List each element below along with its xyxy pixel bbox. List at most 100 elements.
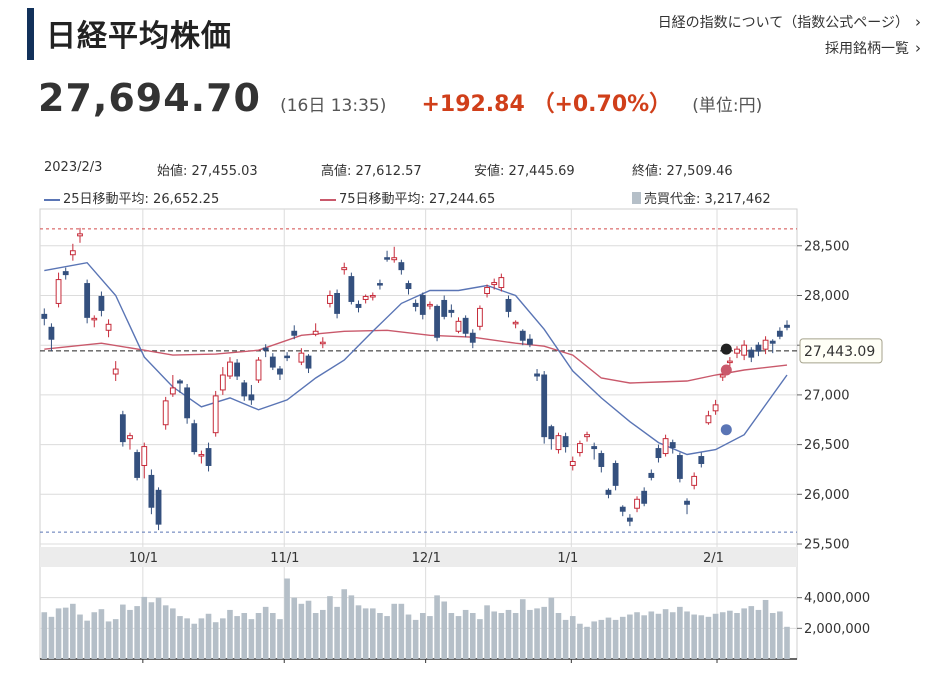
reference-lines <box>40 228 797 533</box>
volume-bar <box>134 606 140 659</box>
volume-bar <box>784 626 790 659</box>
ma75-legend-swatch <box>320 198 336 201</box>
volume-bar <box>419 613 426 659</box>
volume-bar <box>605 617 612 659</box>
legend-volume-label: 売買代金: 3,217,462 <box>644 192 771 207</box>
candle-body <box>769 340 776 344</box>
volume-bar <box>98 609 105 659</box>
candle-body <box>377 283 383 286</box>
volume-bar <box>191 623 198 659</box>
volume-bar <box>477 619 483 659</box>
candle-body <box>84 283 91 318</box>
candle-body <box>269 356 276 368</box>
volume-bar <box>155 597 162 659</box>
candle-body <box>412 302 419 307</box>
candle-body <box>726 360 733 364</box>
volume-bar <box>555 613 562 659</box>
ma75-marker <box>720 364 732 376</box>
volume-bar <box>198 618 205 659</box>
volume-bar <box>598 619 605 659</box>
volume-bar <box>327 596 333 659</box>
candle-body <box>77 233 83 237</box>
chart-markers: 27,443.09 <box>720 338 883 436</box>
candle-body <box>634 498 640 509</box>
candle-body <box>705 415 712 424</box>
candle-body <box>262 347 269 351</box>
volume-bar <box>84 620 90 659</box>
volume-bar <box>698 615 705 659</box>
ma25-line <box>44 261 788 456</box>
volume-bar <box>141 596 148 659</box>
candle-body <box>348 276 355 302</box>
volume-bar <box>405 614 412 659</box>
candle-body <box>598 453 605 467</box>
candle-body <box>112 368 119 375</box>
candle-body <box>548 426 555 440</box>
volume-bar <box>341 589 348 659</box>
current-price-box <box>799 338 883 364</box>
candle-body <box>605 489 612 495</box>
candle-body <box>691 475 698 486</box>
volume-bar <box>455 616 462 659</box>
legend-ma25-label: 25日移動平均: 26,652.25 <box>63 192 220 207</box>
volume-bar <box>577 623 583 659</box>
candle-body <box>612 462 619 486</box>
index-info-link[interactable]: 日経の指数について（指数公式ページ） › <box>658 10 921 36</box>
constituents-link[interactable]: 採用銘柄一覧 › <box>658 36 921 62</box>
candle-body <box>119 414 126 443</box>
volume-bar <box>177 616 183 659</box>
page-title: 日経平均株価 <box>46 19 232 54</box>
date-tick-label: 12/1 <box>412 551 441 566</box>
price-unit: (単位:円) <box>692 96 763 116</box>
candle-body <box>719 374 726 378</box>
volume-bar <box>648 611 655 659</box>
candle-body <box>455 320 462 332</box>
volume-bar <box>105 621 112 659</box>
volume-bar <box>62 607 69 659</box>
volume-bar <box>320 609 326 659</box>
candle-body <box>205 448 212 466</box>
volume-bar <box>77 614 83 659</box>
volume-bar <box>491 611 497 659</box>
candle-body <box>327 294 333 304</box>
price-timestamp: (16日 13:35) <box>280 96 387 116</box>
volume-bar <box>769 613 776 659</box>
candle-body <box>648 472 655 478</box>
volume-bar <box>291 597 298 659</box>
info-close: 終値: 27,509.46 <box>632 164 733 179</box>
volume-bar <box>762 599 769 659</box>
price-tick-label: 27,000 <box>804 388 850 403</box>
candle-body <box>698 456 705 464</box>
volume-bar <box>441 601 448 659</box>
current-price: 27,694.70 <box>38 76 261 120</box>
candle-body <box>762 339 769 350</box>
candle-body <box>91 317 98 321</box>
candle-body <box>212 395 219 434</box>
volume-bar <box>205 613 212 659</box>
volume-bar <box>705 616 712 659</box>
candle-body <box>741 344 748 356</box>
volume-bar <box>355 605 362 659</box>
candle-body <box>405 283 412 290</box>
candle-body <box>191 423 198 453</box>
volume-bar <box>369 608 376 659</box>
volume-bar <box>255 613 262 659</box>
candle-body <box>734 348 740 354</box>
candle-body <box>227 361 233 377</box>
volume-bar <box>298 603 305 659</box>
candle-body <box>55 279 62 304</box>
volume-bar <box>377 613 383 659</box>
candle-body <box>584 434 590 438</box>
candle-body <box>312 330 319 335</box>
volume-bar <box>162 605 169 659</box>
volume-bar <box>534 608 540 659</box>
candle-body <box>234 362 241 377</box>
volume-bar <box>727 610 733 659</box>
volume-bar <box>462 609 469 659</box>
volume-bar <box>305 600 312 659</box>
volume-bar <box>91 612 98 659</box>
candle-body <box>298 352 305 363</box>
volume-bar <box>348 595 355 659</box>
volume-bar <box>612 619 619 659</box>
